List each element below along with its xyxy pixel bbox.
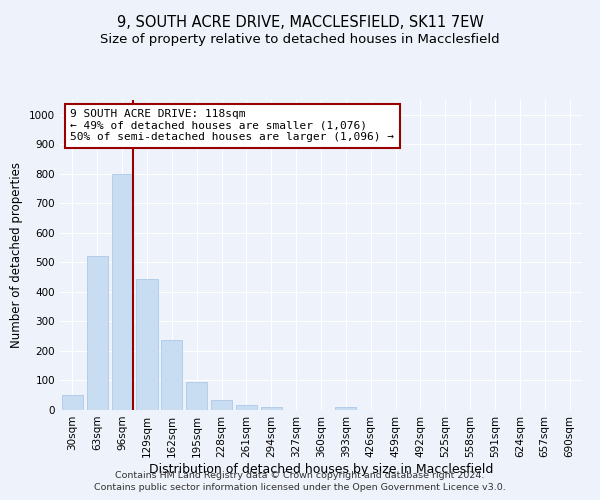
Bar bbox=[62, 395, 83, 410]
Text: Size of property relative to detached houses in Macclesfield: Size of property relative to detached ho… bbox=[100, 32, 500, 46]
Text: Contains HM Land Registry data © Crown copyright and database right 2024.: Contains HM Land Registry data © Crown c… bbox=[115, 471, 485, 480]
Bar bbox=[186, 382, 207, 410]
Y-axis label: Number of detached properties: Number of detached properties bbox=[10, 162, 23, 348]
Text: 9 SOUTH ACRE DRIVE: 118sqm
← 49% of detached houses are smaller (1,076)
50% of s: 9 SOUTH ACRE DRIVE: 118sqm ← 49% of deta… bbox=[70, 110, 394, 142]
Bar bbox=[335, 407, 356, 410]
Bar bbox=[112, 174, 133, 410]
Bar bbox=[211, 400, 232, 410]
Bar bbox=[236, 404, 257, 410]
Text: Contains public sector information licensed under the Open Government Licence v3: Contains public sector information licen… bbox=[94, 484, 506, 492]
Bar bbox=[161, 340, 182, 410]
Bar bbox=[136, 278, 158, 410]
Bar bbox=[87, 256, 108, 410]
Bar bbox=[261, 407, 282, 410]
Text: 9, SOUTH ACRE DRIVE, MACCLESFIELD, SK11 7EW: 9, SOUTH ACRE DRIVE, MACCLESFIELD, SK11 … bbox=[116, 15, 484, 30]
X-axis label: Distribution of detached houses by size in Macclesfield: Distribution of detached houses by size … bbox=[149, 462, 493, 475]
